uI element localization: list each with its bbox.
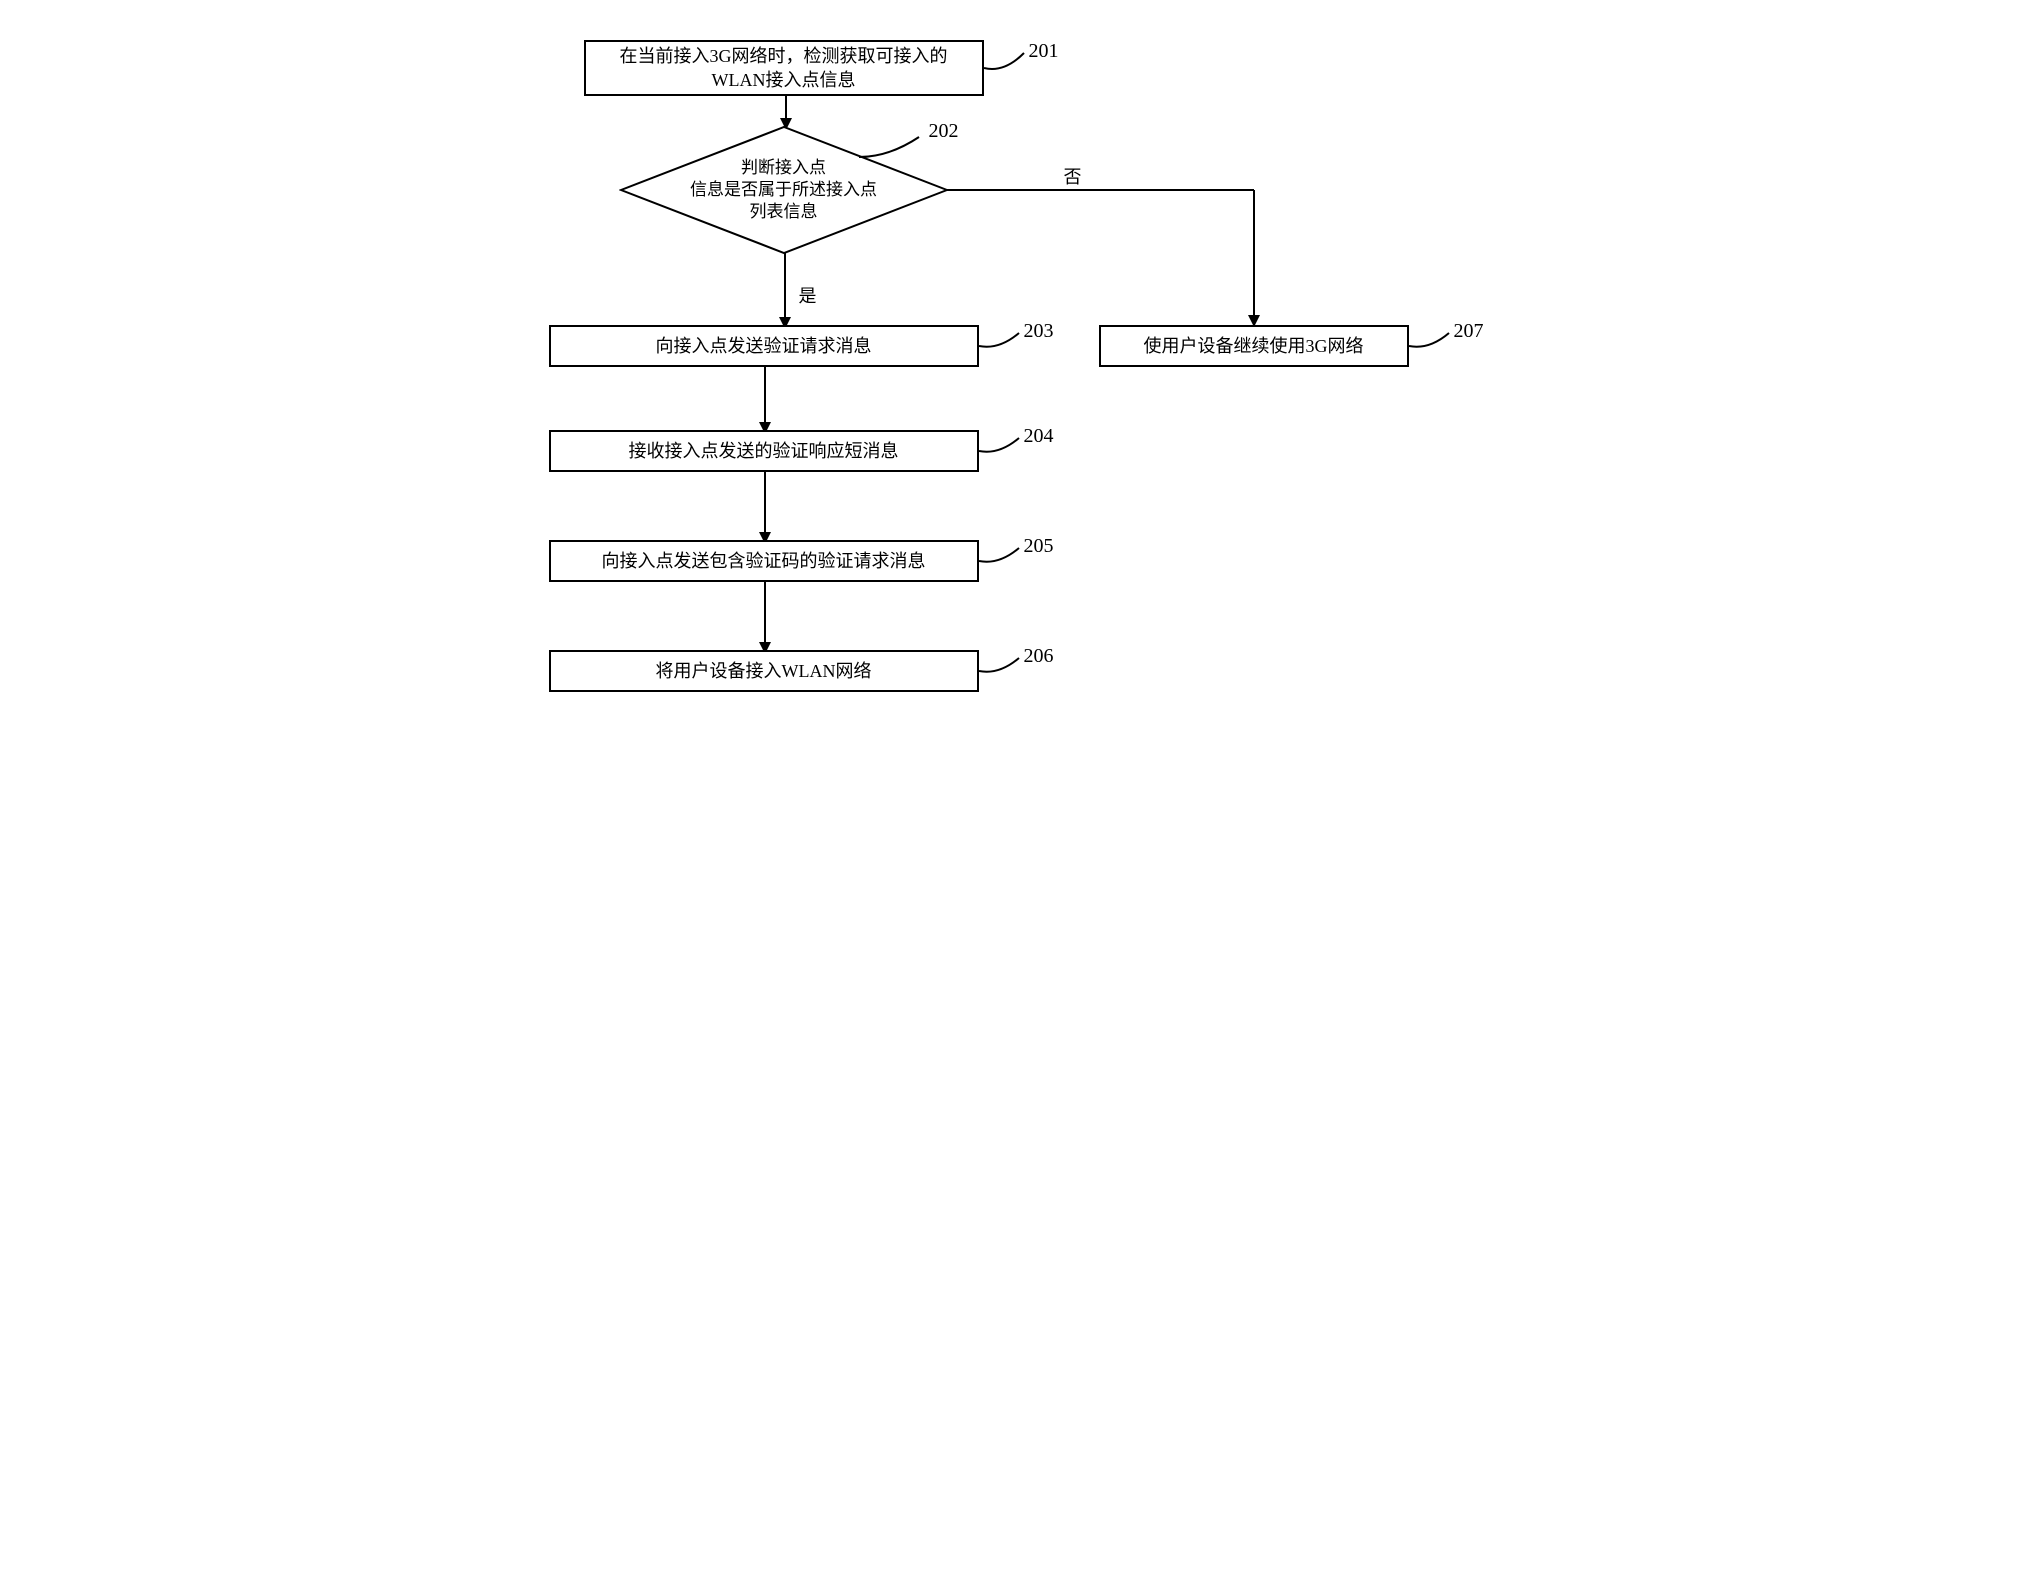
step-203-ref: 203: [1024, 320, 1054, 343]
step-207-ref: 207: [1454, 320, 1484, 343]
step-207-box: 使用户设备继续使用3G网络: [1099, 325, 1409, 367]
step-204-box: 接收接入点发送的验证响应短消息: [549, 430, 979, 472]
connector-202: [859, 132, 929, 162]
step-204-text: 接收接入点发送的验证响应短消息: [629, 439, 899, 463]
step-203-box: 向接入点发送验证请求消息: [549, 325, 979, 367]
step-201-text: 在当前接入3G网络时，检测获取可接入的 WLAN接入点信息: [620, 44, 948, 93]
step-201-box: 在当前接入3G网络时，检测获取可接入的 WLAN接入点信息: [584, 40, 984, 96]
flowchart-container: 在当前接入3G网络时，检测获取可接入的 WLAN接入点信息 201 判断接入点 …: [509, 20, 1509, 820]
step-205-text: 向接入点发送包含验证码的验证请求消息: [602, 549, 926, 573]
connector-204: [979, 433, 1029, 463]
arrow-205-206: [757, 582, 773, 654]
arrow-202-203: [777, 253, 793, 329]
step-203-text: 向接入点发送验证请求消息: [656, 334, 872, 358]
step-205-box: 向接入点发送包含验证码的验证请求消息: [549, 540, 979, 582]
connector-205: [979, 543, 1029, 573]
step-207-text: 使用户设备继续使用3G网络: [1144, 334, 1364, 358]
step-206-text: 将用户设备接入WLAN网络: [656, 659, 872, 683]
step-206-box: 将用户设备接入WLAN网络: [549, 650, 979, 692]
connector-207: [1409, 328, 1459, 358]
connector-203: [979, 328, 1029, 358]
step-202-text: 判断接入点 信息是否属于所述接入点 列表信息: [684, 157, 884, 223]
arrow-202-207: [947, 183, 1267, 331]
step-205-ref: 205: [1024, 535, 1054, 558]
yes-label: 是: [799, 282, 817, 308]
step-206-ref: 206: [1024, 645, 1054, 668]
step-201-ref: 201: [1029, 40, 1059, 63]
arrow-203-204: [757, 367, 773, 434]
step-202-ref: 202: [929, 120, 959, 143]
connector-206: [979, 653, 1029, 683]
connector-201: [984, 48, 1034, 78]
arrow-204-205: [757, 472, 773, 544]
step-204-ref: 204: [1024, 425, 1054, 448]
